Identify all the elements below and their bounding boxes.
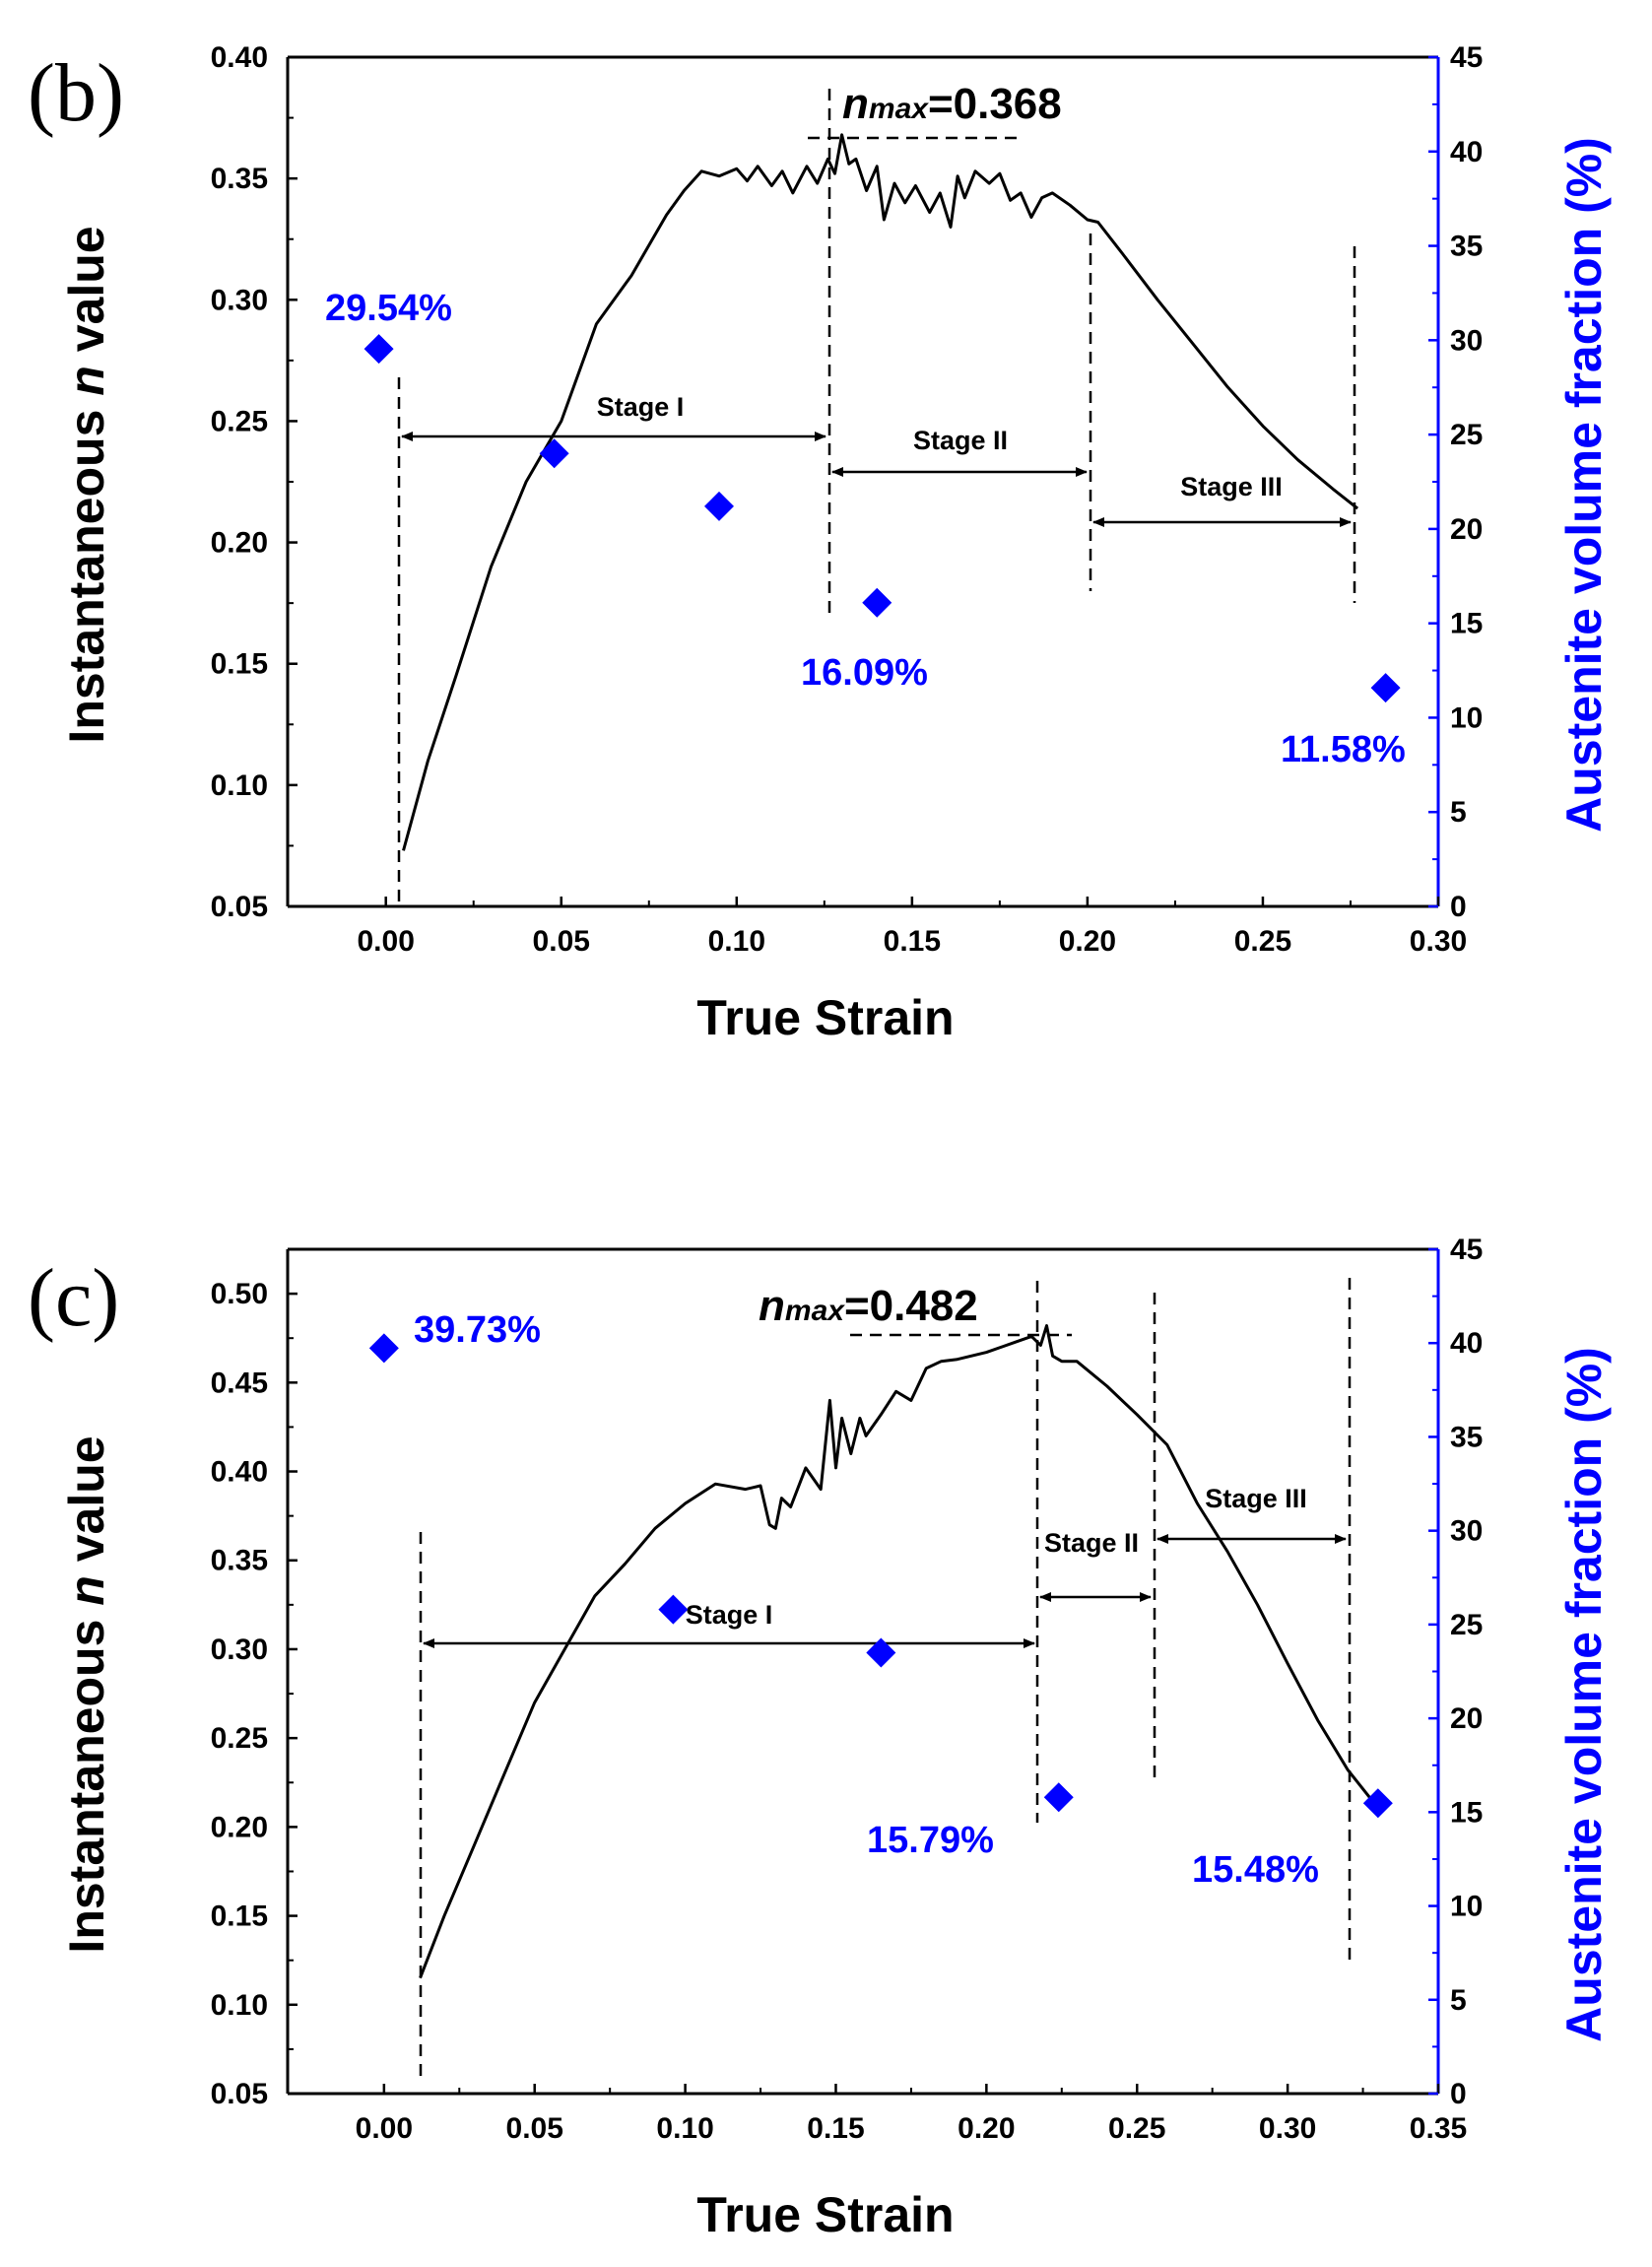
panel-b-x-tick-label: 0.25 xyxy=(1234,925,1291,958)
panel-b-stage-annotations xyxy=(397,89,1356,901)
panel-c-y-tick-label: 0.20 xyxy=(211,1811,268,1843)
panel-c-x-tick-label: 0.20 xyxy=(958,2112,1015,2145)
panel-c-y-tick-label: 0.25 xyxy=(211,1722,268,1755)
panel-c-y2-tick-label: 45 xyxy=(1450,1234,1483,1266)
panel-c-austenite-point xyxy=(866,1637,896,1668)
panel-c-austenite-point xyxy=(1362,1788,1393,1819)
panel-b-y-tick-label: 0.25 xyxy=(211,405,268,437)
panel-b-y2-tick-label: 5 xyxy=(1450,796,1467,829)
panel-b-y-tick-label: 0.10 xyxy=(211,769,268,802)
panel-b-chart: (b) True Strain Instantaneous n value Au… xyxy=(28,41,1612,1045)
panel-c-y-tick-label: 0.50 xyxy=(211,1278,268,1310)
panel-b-point-label-1: 29.54% xyxy=(325,288,452,329)
panel-c-y2-tick-label: 15 xyxy=(1450,1796,1483,1829)
panel-c-x-tick-label: 0.10 xyxy=(656,2112,713,2145)
panel-b-y2-tick-label: 15 xyxy=(1450,608,1483,640)
panel-c-austenite-point xyxy=(1043,1782,1074,1813)
panel-c-x-tick-label: 0.05 xyxy=(506,2112,563,2145)
panel-c-y2-tick-label: 20 xyxy=(1450,1702,1483,1735)
panel-c-point-label-3: 15.48% xyxy=(1192,1849,1319,1891)
panel-c-y2-tick-label: 30 xyxy=(1450,1515,1483,1548)
panel-b-austenite-point xyxy=(539,438,569,469)
panel-c-y2-tick-label: 25 xyxy=(1450,1609,1483,1641)
panel-b-austenite-point xyxy=(363,334,394,365)
panel-b-stage-iii-label: Stage III xyxy=(1180,472,1283,501)
panel-c-stage-iii-label: Stage III xyxy=(1205,1484,1307,1513)
panel-b-x-tick-label: 0.00 xyxy=(358,925,415,958)
panel-c-x-tick-label: 0.15 xyxy=(807,2112,864,2145)
panel-b-austenite-point xyxy=(1370,673,1401,703)
panel-c-austenite-point xyxy=(368,1333,399,1364)
panel-c-stage-ii-label: Stage II xyxy=(1044,1528,1139,1558)
panel-c-x-tick-label: 0.25 xyxy=(1108,2112,1165,2145)
panel-b-y2-tick-label: 10 xyxy=(1450,701,1483,734)
panel-c-y-tick-label: 0.30 xyxy=(211,1634,268,1666)
panel-b-y2-tick-label: 25 xyxy=(1450,419,1483,451)
panel-b-x-tick-label: 0.20 xyxy=(1059,925,1116,958)
panel-b-y2-tick-label: 45 xyxy=(1450,41,1483,74)
panel-b-y2-tick-label: 35 xyxy=(1450,231,1483,263)
panel-c-axes: 0.00 0.05 0.10 0.15 0.20 0.25 0.30 0.35 0.05 0.10… xyxy=(211,1234,1484,2145)
panel-c-x-tick-label: 0.35 xyxy=(1410,2112,1467,2145)
panel-c-y2-axis-title: Austenite volume fraction (%) xyxy=(1556,1347,1612,2042)
panel-c-chart: (c) True Strain Instantaneous n value Au… xyxy=(28,1234,1612,2242)
panel-c-y-tick-label: 0.05 xyxy=(211,2078,268,2110)
panel-b-y2-tick-label: 40 xyxy=(1450,136,1483,168)
panel-b-x-tick-label: 0.05 xyxy=(533,925,590,958)
panel-c-y2-tick-label: 10 xyxy=(1450,1891,1483,1923)
panel-b-austenite-point xyxy=(862,587,892,618)
panel-c-y2-tick-label: 40 xyxy=(1450,1327,1483,1360)
panel-b-stage-i-label: Stage I xyxy=(597,392,685,422)
panel-c-x-axis-title: True Strain xyxy=(696,2187,954,2242)
panel-b-point-label-3: 11.58% xyxy=(1281,729,1406,770)
panel-c-austenite-point xyxy=(658,1594,689,1625)
panel-b-y2-tick-label: 30 xyxy=(1450,324,1483,357)
panel-c-y-tick-label: 0.35 xyxy=(211,1545,268,1577)
panel-c-point-label-2: 15.79% xyxy=(867,1820,994,1861)
panel-b-point-label-2: 16.09% xyxy=(801,652,928,694)
panel-c-stage-i-label: Stage I xyxy=(686,1600,773,1630)
panel-b-y2-tick-label: 20 xyxy=(1450,513,1483,546)
panel-b-y2-tick-label: 0 xyxy=(1450,891,1467,923)
panel-b-nmax-label: nmax=0.368 xyxy=(842,80,1062,128)
panel-c-y-axis-title: Instantaneous n value xyxy=(59,1435,114,1953)
panel-b-y2-axis-title: Austenite volume fraction (%) xyxy=(1556,137,1612,833)
panel-b-axes: 0.00 0.05 0.10 0.15 0.20 0.25 0.30 0.05 0.10 0.15… xyxy=(211,41,1484,958)
panel-c-x-tick-label: 0.00 xyxy=(356,2112,413,2145)
panel-c-label: (c) xyxy=(28,1252,119,1344)
panel-b-x-tick-label: 0.15 xyxy=(884,925,941,958)
panel-b-y-tick-label: 0.05 xyxy=(211,891,268,923)
panel-c-y2-tick-label: 35 xyxy=(1450,1421,1483,1453)
panel-c-y2-tick-label: 0 xyxy=(1450,2078,1467,2110)
panel-b-x-tick-label: 0.30 xyxy=(1410,925,1467,958)
panel-b-x-tick-label: 0.10 xyxy=(708,925,765,958)
panel-c-n-value-series-line xyxy=(419,1324,1373,1979)
panel-c-y-tick-label: 0.40 xyxy=(211,1456,268,1489)
panel-c-y-tick-label: 0.45 xyxy=(211,1367,268,1399)
panel-c-y-tick-label: 0.10 xyxy=(211,1989,268,2022)
panel-c-y2-tick-label: 5 xyxy=(1450,1984,1467,2017)
panel-b-n-value-series-line xyxy=(402,133,1359,851)
panel-b-label: (b) xyxy=(28,47,124,139)
panel-b-x-axis-title: True Strain xyxy=(696,990,954,1045)
panel-b-austenite-point xyxy=(704,491,734,521)
panel-c-y-tick-label: 0.15 xyxy=(211,1900,268,1933)
panel-b-y-tick-label: 0.35 xyxy=(211,163,268,195)
panel-c-x-tick-label: 0.30 xyxy=(1259,2112,1316,2145)
panel-b-y-tick-label: 0.20 xyxy=(211,527,268,560)
panel-b-y-tick-label: 0.15 xyxy=(211,648,268,681)
panel-c-point-label-1: 39.73% xyxy=(414,1309,541,1351)
panel-c-nmax-label: nmax=0.482 xyxy=(759,1282,978,1330)
panel-b-stage-ii-label: Stage II xyxy=(913,426,1008,455)
panel-c-stage-annotations xyxy=(419,1278,1352,2079)
panel-b-y-axis-title: Instantaneous n value xyxy=(59,226,114,743)
panel-b-y-tick-label: 0.30 xyxy=(211,284,268,316)
panel-b-y-tick-label: 0.40 xyxy=(211,41,268,74)
